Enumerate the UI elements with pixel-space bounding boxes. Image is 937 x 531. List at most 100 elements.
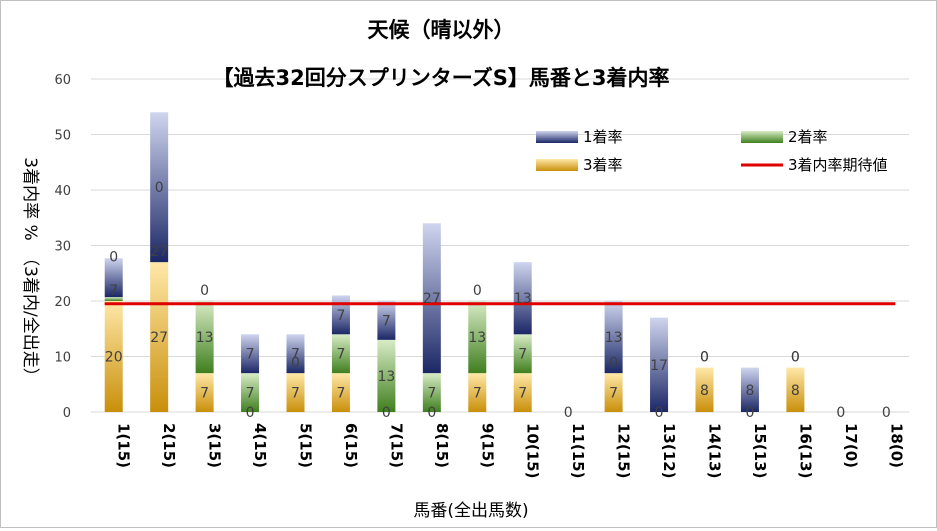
data-label-3rd: 0 bbox=[836, 405, 845, 421]
legend-label-3rd: 3着率 bbox=[583, 156, 623, 174]
x-tick-label: 13(12) bbox=[660, 423, 678, 478]
bar-segment-3rd bbox=[604, 373, 623, 412]
data-label-2nd: 27 bbox=[150, 244, 168, 260]
data-label-3rd: 7 bbox=[336, 386, 345, 402]
x-ticks: 1(15) 2(15) 3(15) 4(15) 5(15) 6(15) 7(15) 8(15)… bbox=[115, 423, 906, 478]
chart-title-line1: 天候（晴以外） bbox=[368, 18, 515, 42]
bar-segment-3rd bbox=[150, 262, 169, 412]
x-tick-label: 6(15) bbox=[342, 423, 360, 468]
data-label-2nd: 0 bbox=[609, 355, 618, 371]
data-label-3rd: 0 bbox=[882, 405, 891, 421]
data-label-1st: 7 bbox=[291, 347, 300, 363]
data-label-1st: 0 bbox=[109, 249, 118, 265]
data-label-2nd: 0 bbox=[700, 350, 709, 366]
data-label-3rd: 0 bbox=[564, 405, 573, 421]
x-tick-label: 1(15) bbox=[115, 423, 133, 468]
data-label-3rd: 27 bbox=[150, 330, 168, 346]
data-label-2nd: 7 bbox=[336, 347, 345, 363]
y-tick-label: 20 bbox=[54, 295, 71, 310]
data-label-2nd: 7 bbox=[427, 386, 436, 402]
data-label-1st: 8 bbox=[745, 383, 754, 399]
x-tick-label: 14(13) bbox=[706, 423, 724, 478]
bar-segment-1st bbox=[104, 258, 123, 298]
bar-segment-2nd bbox=[104, 297, 123, 301]
bar-segment-3rd bbox=[786, 367, 805, 412]
data-label-2nd: 13 bbox=[196, 330, 214, 346]
legend-swatch-3rd bbox=[536, 159, 578, 171]
y-axis-label: 3着内率 % （3着内/全出走） bbox=[20, 157, 40, 384]
bar-segment-1st bbox=[241, 334, 260, 374]
bar-segment-1st bbox=[604, 301, 623, 374]
bar-segment-1st bbox=[286, 334, 305, 374]
data-label-2nd: 0 bbox=[791, 350, 800, 366]
data-label-3rd: 0 bbox=[427, 405, 436, 421]
bar-segment-3rd bbox=[286, 373, 305, 412]
data-label-3rd: 7 bbox=[291, 386, 300, 402]
bar-segment-2nd bbox=[468, 301, 487, 374]
x-tick-label: 9(15) bbox=[478, 423, 496, 468]
legend-swatch-1st bbox=[536, 131, 578, 143]
data-label-1st: 0 bbox=[200, 283, 209, 299]
bar-segment-3rd bbox=[104, 301, 123, 412]
bar-segment-2nd bbox=[422, 373, 441, 412]
y-tick-label: 0 bbox=[63, 406, 71, 421]
data-label-1st: 7 bbox=[382, 313, 391, 329]
x-tick-label: 12(15) bbox=[615, 423, 633, 478]
y-tick-label: 10 bbox=[54, 351, 71, 366]
bar-segment-3rd bbox=[513, 373, 532, 412]
data-label-3rd: 0 bbox=[246, 405, 255, 421]
x-tick-label: 2(15) bbox=[160, 423, 178, 468]
data-label-3rd: 7 bbox=[518, 386, 527, 402]
x-tick-label: 3(15) bbox=[206, 423, 224, 468]
data-label-1st: 0 bbox=[473, 283, 482, 299]
legend-label-2nd: 2着率 bbox=[788, 128, 828, 146]
y-ticks: 0 10 20 30 40 50 60 bbox=[54, 73, 71, 421]
data-label-1st: 0 bbox=[791, 350, 800, 366]
bar-segment-2nd bbox=[377, 339, 396, 412]
legend: 1着率 2着率 3着率 3着内率期待値 bbox=[536, 128, 888, 174]
data-label-3rd: 8 bbox=[791, 383, 800, 399]
x-tick-label: 11(15) bbox=[569, 423, 587, 478]
x-tick-label: 7(15) bbox=[387, 423, 405, 468]
x-tick-label: 5(15) bbox=[297, 423, 315, 468]
bars bbox=[104, 112, 805, 412]
x-tick-label: 17(0) bbox=[842, 423, 860, 468]
data-label-3rd: 20 bbox=[105, 350, 123, 366]
legend-label-expected: 3着内率期待値 bbox=[788, 156, 888, 174]
bar-segment-1st bbox=[422, 223, 441, 374]
bar-segment-3rd bbox=[331, 373, 350, 412]
data-label-1st: 7 bbox=[336, 308, 345, 324]
data-label-2nd: 7 bbox=[518, 347, 527, 363]
data-label-2nd: 7 bbox=[246, 386, 255, 402]
bar-segment-1st bbox=[650, 317, 669, 412]
data-label-2nd: 0 bbox=[291, 355, 300, 371]
gridlines bbox=[91, 78, 909, 413]
data-label-3rd: 7 bbox=[473, 386, 482, 402]
y-tick-label: 30 bbox=[54, 240, 71, 255]
x-tick-label: 10(15) bbox=[524, 423, 542, 478]
data-label-1st: 0 bbox=[155, 180, 164, 196]
x-tick-label: 18(0) bbox=[887, 423, 905, 468]
bar-segment-3rd bbox=[195, 373, 214, 412]
bar-segment-2nd bbox=[241, 373, 260, 412]
data-label-1st: 13 bbox=[514, 291, 532, 307]
data-labels: 2070272707130077707777013707277130771307… bbox=[105, 180, 891, 421]
data-label-3rd: 0 bbox=[382, 405, 391, 421]
bar-segment-2nd bbox=[513, 334, 532, 374]
data-label-1st: 0 bbox=[700, 350, 709, 366]
data-label-2nd: 13 bbox=[377, 369, 395, 385]
chart-title-line2: 【過去32回分スプリンターズS】馬番と3着内率 bbox=[213, 66, 670, 90]
x-tick-label: 8(15) bbox=[433, 423, 451, 468]
bar-segment-1st bbox=[377, 301, 396, 340]
data-label-3rd: 7 bbox=[609, 386, 618, 402]
x-tick-label: 4(15) bbox=[251, 423, 269, 468]
bar-segment-2nd bbox=[195, 301, 214, 374]
bar-segment-2nd bbox=[331, 334, 350, 374]
data-label-1st: 17 bbox=[650, 358, 668, 374]
data-label-1st: 7 bbox=[246, 347, 255, 363]
data-label-1st: 27 bbox=[423, 291, 441, 307]
y-tick-label: 50 bbox=[54, 129, 71, 144]
x-tick-label: 16(13) bbox=[796, 423, 814, 478]
